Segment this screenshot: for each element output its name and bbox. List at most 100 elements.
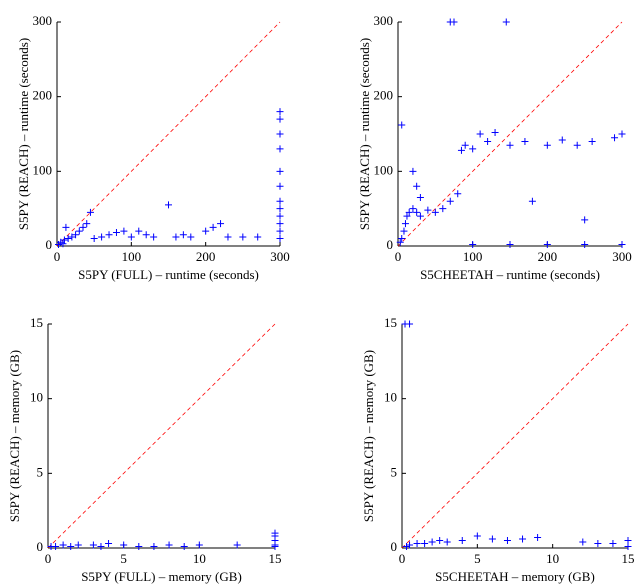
point (52, 543, 60, 551)
point (488, 535, 496, 543)
point (276, 130, 284, 138)
point (98, 233, 106, 241)
point (543, 141, 551, 149)
scatter-plot: 0 5 10 15 0 5 10 15 S5PY (FULL) – memory (GB) S5P… (7, 315, 282, 584)
point (401, 220, 409, 228)
y-tick-label: 200 (33, 88, 53, 103)
point (276, 235, 284, 243)
point (458, 537, 466, 545)
point (276, 212, 284, 220)
point (59, 240, 67, 248)
point (398, 235, 406, 243)
point (421, 540, 429, 548)
point (79, 223, 87, 231)
point (90, 235, 98, 243)
y-tick-label: 0 (46, 237, 53, 252)
point (618, 130, 626, 138)
point (135, 543, 143, 551)
point (105, 231, 113, 239)
point (396, 238, 404, 246)
diagonal (401, 323, 629, 549)
point (502, 18, 510, 26)
point (528, 197, 536, 205)
scatter-plot: 0 100 200 300 0 100 200 300 S5PY (FULL) – runtim… (16, 13, 290, 282)
x-tick-label: 100 (122, 249, 142, 264)
point (276, 227, 284, 235)
y-tick-label: 0 (387, 237, 394, 252)
point (83, 220, 91, 228)
point (506, 241, 514, 249)
point (416, 212, 424, 220)
y-tick-label: 100 (374, 162, 394, 177)
point (105, 540, 113, 548)
point (150, 543, 158, 551)
point (120, 227, 128, 235)
x-tick-label: 200 (196, 249, 216, 264)
point (454, 190, 462, 198)
point (469, 145, 477, 153)
point (135, 227, 143, 235)
diagonal (397, 21, 623, 247)
point (413, 182, 421, 190)
diagonal (56, 21, 281, 247)
point (405, 208, 413, 216)
point (112, 229, 120, 237)
point (403, 212, 411, 220)
point (127, 233, 135, 241)
x-tick-label: 300 (612, 249, 632, 264)
point (89, 541, 97, 549)
point (217, 220, 225, 228)
point (150, 233, 158, 241)
y-tick-label: 100 (33, 162, 53, 177)
point (558, 136, 566, 144)
point (276, 182, 284, 190)
y-axis-label: S5PY (REACH) – runtime (seconds) (16, 38, 31, 230)
diagonal (47, 323, 276, 549)
point (62, 223, 70, 231)
point (579, 538, 587, 546)
x-tick-label: 100 (463, 249, 483, 264)
y-tick-label: 200 (374, 88, 394, 103)
x-axis-label: S5CHEETAH – runtime (seconds) (420, 267, 600, 282)
y-tick-label: 10 (384, 390, 397, 405)
point (195, 541, 203, 549)
point (431, 208, 439, 216)
y-axis-label: S5PY (REACH) – memory (GB) (7, 350, 22, 522)
point (534, 534, 542, 542)
point (74, 541, 82, 549)
point (187, 233, 195, 241)
x-tick-label: 5 (120, 551, 127, 566)
x-tick-label: 0 (395, 249, 402, 264)
point (450, 18, 458, 26)
point (72, 231, 80, 239)
y-tick-label: 5 (391, 464, 398, 479)
x-tick-label: 10 (546, 551, 559, 566)
y-tick-label: 15 (384, 315, 397, 330)
point (276, 108, 284, 116)
point (588, 137, 596, 145)
point (254, 233, 262, 241)
point (97, 543, 105, 551)
point (202, 227, 210, 235)
point (409, 205, 417, 213)
point (416, 193, 424, 201)
scatter-plot: 0 100 200 300 0 100 200 300 S5CHEETAH – runtime … (357, 13, 632, 282)
point (180, 543, 188, 551)
y-tick-label: 300 (374, 13, 394, 28)
point (165, 201, 172, 209)
point (75, 227, 83, 235)
point (476, 130, 484, 138)
point (142, 231, 150, 239)
x-axis-label: S5CHEETAH – memory (GB) (435, 569, 595, 584)
point (413, 208, 421, 216)
point (400, 227, 408, 235)
point (611, 134, 619, 142)
point (276, 220, 284, 228)
point (60, 236, 68, 244)
point (209, 223, 217, 231)
point (506, 141, 514, 149)
x-tick-label: 15 (269, 551, 282, 566)
x-tick-label: 200 (538, 249, 558, 264)
point (573, 141, 581, 149)
point (618, 241, 626, 249)
